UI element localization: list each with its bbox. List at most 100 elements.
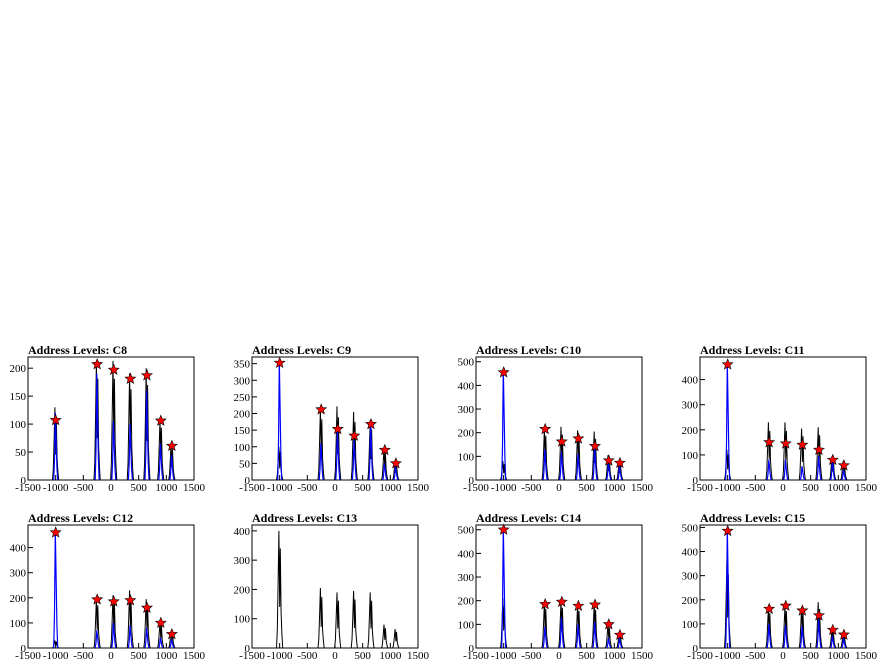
x-tick-label: -500 [73,482,94,494]
black-trace-peak [782,422,790,481]
y-tick-label: 100 [458,619,475,631]
blue-trace-peak [766,459,772,481]
peak-marker [721,524,734,537]
blue-trace-peak [559,617,565,649]
x-tick-label: 500 [130,482,147,494]
blue-trace-peak [351,440,357,481]
y-tick-label: 200 [10,363,27,375]
blue-trace-peak [382,463,388,481]
y-tick-label: 100 [10,419,27,431]
y-tick-label: 100 [234,614,251,626]
x-tick-label: 0 [108,482,114,494]
x-tick-label: -1500 [687,650,713,662]
peak-marker [539,597,552,610]
blue-trace-peak [542,449,548,481]
black-trace-peak [616,461,624,481]
x-tick-label: 500 [578,482,595,494]
x-tick-label: 0 [332,482,338,494]
y-tick-label: 0 [21,643,27,655]
blue-trace-peak [158,637,164,649]
x-tick-label: -1000 [43,482,69,494]
chart-panel: Address Levels: C13 0 100 200 300 400 -1500 -10… [234,511,430,662]
x-tick-label: 1500 [183,482,206,494]
x-tick-label: 1000 [827,482,850,494]
chart-panel: Address Levels: C9 0 50 100 150 200 250 300 350 -… [234,343,430,494]
x-tick-label: -500 [745,650,766,662]
blue-trace-peak [111,622,117,649]
x-tick-label: -1500 [239,650,265,662]
blue-trace-peak [783,625,789,649]
peak-marker [497,366,510,378]
peak-marker [165,439,178,451]
black-trace-peak [143,368,151,481]
blue-trace-peak [725,527,731,649]
blue-trace-peak [606,638,612,649]
chart-title: Address Levels: C8 [28,343,127,357]
peak-marker [837,628,850,640]
peak-marker [91,357,104,370]
black-trace-peak [605,455,613,481]
chart-title: Address Levels: C13 [252,511,357,525]
x-tick-label: 1000 [827,650,850,662]
chart-title: Address Levels: C11 [700,343,804,357]
x-tick-label: 500 [130,650,147,662]
black-trace-peak [317,587,325,649]
blue-trace-peak [542,626,548,649]
y-tick-label: 100 [682,619,699,631]
y-tick-label: 300 [234,555,251,567]
peak-marker [826,453,839,466]
peak-marker [154,616,167,628]
chart-title: Address Levels: C15 [700,511,805,525]
y-tick-label: 200 [234,584,251,596]
peak-marker [49,526,62,538]
y-tick-label: 0 [469,643,475,655]
x-tick-label: 1500 [631,482,654,494]
y-tick-label: 300 [682,571,699,583]
blue-trace-peak [94,373,100,481]
chart-panel: Address Levels: C12 0 100 200 300 400 -1500 -10… [10,511,206,662]
y-tick-label: 500 [458,357,475,369]
y-tick-label: 300 [10,568,27,580]
y-tick-label: 300 [458,404,475,416]
x-tick-label: -1500 [687,482,713,494]
blue-trace-peak [559,451,565,481]
peak-marker [331,422,344,435]
blue-trace-peak [318,443,324,481]
x-tick-label: 0 [780,482,786,494]
blue-trace-peak [127,625,133,649]
blue-trace-peak [606,461,612,481]
chart-title: Address Levels: C14 [476,511,581,525]
blue-trace-peak [816,619,822,649]
y-tick-label: 0 [21,475,27,487]
peak-marker [779,437,792,449]
x-tick-label: -500 [297,482,318,494]
y-tick-label: 300 [682,400,699,412]
peak-marker [613,456,626,469]
x-tick-label: 500 [802,650,819,662]
blue-trace-peak [169,639,175,649]
y-tick-label: 0 [245,475,251,487]
y-tick-label: 0 [469,475,475,487]
peak-marker [812,443,825,455]
x-tick-label: 500 [578,650,595,662]
black-trace-peak [392,628,400,649]
black-trace-peak [334,592,342,649]
x-tick-label: 1500 [631,650,654,662]
x-tick-label: -1500 [463,650,489,662]
y-tick-label: 250 [234,392,251,404]
black-trace-peak [93,360,101,481]
blue-trace-peak [617,465,623,481]
x-tick-label: 0 [556,650,562,662]
x-tick-label: 1500 [855,650,878,662]
peak-marker [389,457,402,469]
peak-marker [140,601,153,613]
y-tick-label: 500 [682,522,699,534]
black-trace-peak [765,422,773,481]
blue-trace-peak [841,469,847,481]
blue-trace-peak [799,626,805,649]
plot-frame [27,524,195,649]
black-trace-peak [829,456,837,481]
chart-title: Address Levels: C12 [28,511,133,525]
blue-trace-peak [766,623,772,649]
